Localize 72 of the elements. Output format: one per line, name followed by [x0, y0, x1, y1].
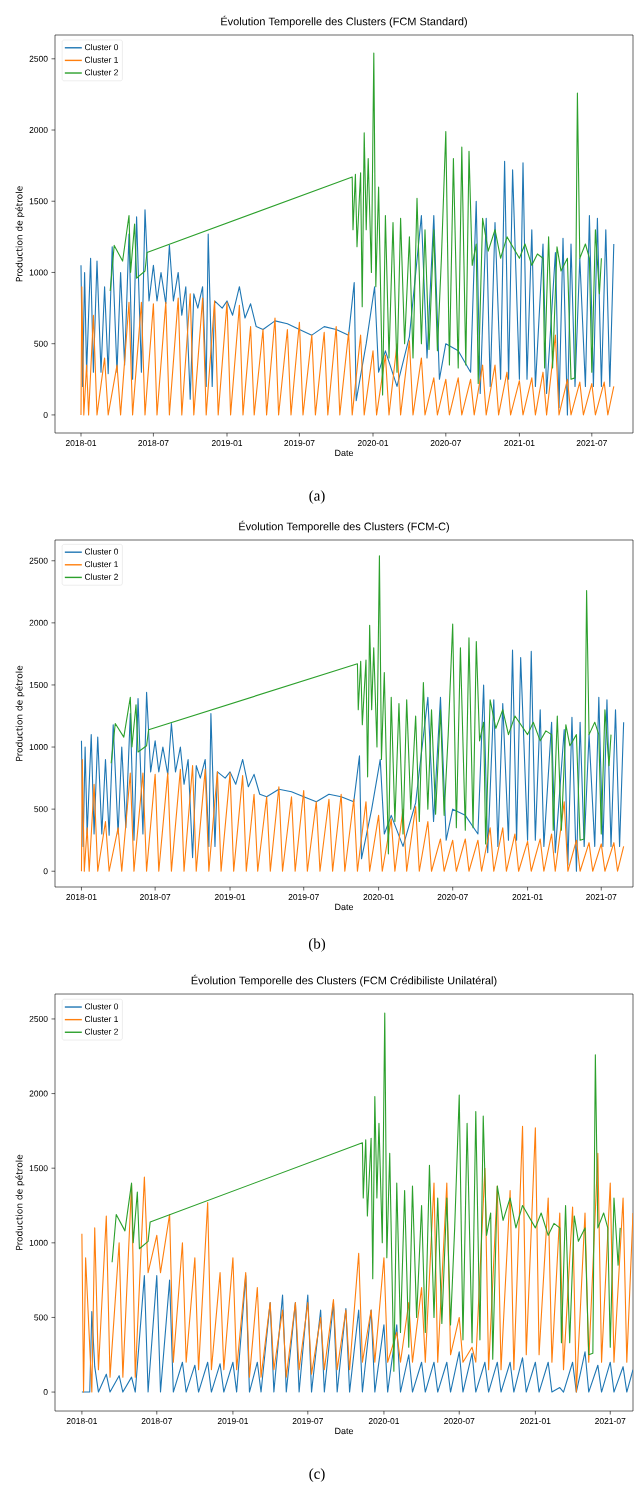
x-tick-label: 2020-07: [430, 440, 461, 447]
x-tick-label: 2020-07: [444, 1418, 475, 1425]
legend-label: Cluster 1: [84, 560, 118, 568]
y-tick-label: 1500: [29, 1165, 48, 1172]
x-tick-label: 2019-01: [214, 894, 246, 901]
y-axis-title: Production de pétrole: [15, 665, 25, 761]
x-tick-label: 2021-07: [586, 894, 617, 901]
text: (a): [309, 490, 325, 504]
line-series: [80, 649, 625, 872]
y-axis-title: Production de pétrole: [15, 1154, 25, 1250]
x-tick-label: 2021-01: [512, 894, 543, 901]
legend-label: Cluster 0: [84, 548, 119, 555]
legend-label: Cluster 1: [84, 56, 118, 63]
y-tick-label: 500: [34, 806, 48, 813]
x-tick-label: 2021-01: [504, 440, 535, 447]
line-series: [81, 1125, 634, 1393]
x-tick-label: 2019-01: [217, 1418, 249, 1425]
y-tick-label: 500: [34, 1314, 48, 1321]
x-tick-label: 2020-01: [363, 894, 394, 901]
y-tick-label: 2000: [29, 127, 48, 134]
y-tick-label: 0: [43, 1389, 48, 1396]
x-tick-label: 2019-07: [284, 440, 315, 447]
line-series: [111, 1012, 621, 1372]
chart-title: Évolution Temporelle des Clusters (FCM Standard): [221, 15, 467, 28]
x-tick-label: 2018-01: [66, 1418, 98, 1425]
x-tick-label: 2019-07: [288, 894, 319, 901]
text: (b): [308, 938, 326, 952]
x-tick-label: 2018-07: [138, 440, 169, 447]
x-tick-label: 2018-01: [66, 894, 97, 901]
y-axis-title: Production de pétrole: [15, 186, 25, 282]
x-tick-label: 2018-07: [141, 1418, 172, 1425]
line-series: [81, 1275, 634, 1393]
x-tick-label: 2020-01: [368, 1418, 400, 1425]
y-tick-label: 1500: [29, 681, 48, 688]
x-tick-label: 2021-07: [576, 440, 607, 447]
line-series: [80, 758, 625, 872]
y-tick-label: 2000: [29, 1090, 48, 1097]
legend-label: Cluster 2: [84, 573, 118, 580]
x-axis-title: Date: [335, 903, 354, 911]
x-tick-label: 2020-01: [357, 440, 389, 447]
y-tick-label: 1000: [29, 269, 48, 276]
x-axis-title: Date: [335, 1427, 354, 1435]
y-tick-label: 2500: [29, 55, 48, 62]
y-tick-label: 1500: [29, 198, 48, 205]
x-tick-label: 2018-01: [65, 440, 97, 447]
legend-label: Cluster 2: [84, 1028, 118, 1035]
x-tick-label: 2021-01: [520, 1418, 551, 1425]
legend-label: Cluster 2: [84, 69, 118, 76]
x-tick-label: 2018-07: [140, 894, 171, 901]
line-series: [110, 555, 612, 855]
text: (c): [309, 1468, 325, 1482]
line-series: [80, 160, 615, 416]
y-tick-label: 500: [34, 340, 48, 347]
x-axis-title: Date: [335, 449, 354, 457]
legend-label: Cluster 1: [84, 1015, 118, 1023]
y-tick-label: 1000: [29, 1239, 48, 1246]
y-tick-label: 2000: [29, 619, 48, 626]
x-tick-label: 2020-07: [437, 894, 468, 901]
y-tick-label: 2500: [29, 557, 48, 564]
x-tick-label: 2021-07: [595, 1418, 626, 1425]
chart-title: Évolution Temporelle des Clusters (FCM Crédibiliste Unilatéral): [191, 974, 497, 987]
chart-title: Évolution Temporelle des Clusters (FCM-C): [239, 520, 449, 533]
y-tick-label: 1000: [29, 744, 48, 751]
x-tick-label: 2019-07: [292, 1418, 323, 1425]
legend-label: Cluster 0: [84, 1003, 119, 1010]
legend-label: Cluster 0: [84, 43, 119, 51]
x-tick-label: 2019-01: [211, 440, 243, 447]
line-series: [109, 52, 602, 396]
line-series: [80, 286, 615, 416]
y-tick-label: 2500: [29, 1015, 48, 1022]
y-tick-label: 0: [43, 868, 48, 875]
y-tick-label: 0: [43, 411, 48, 418]
